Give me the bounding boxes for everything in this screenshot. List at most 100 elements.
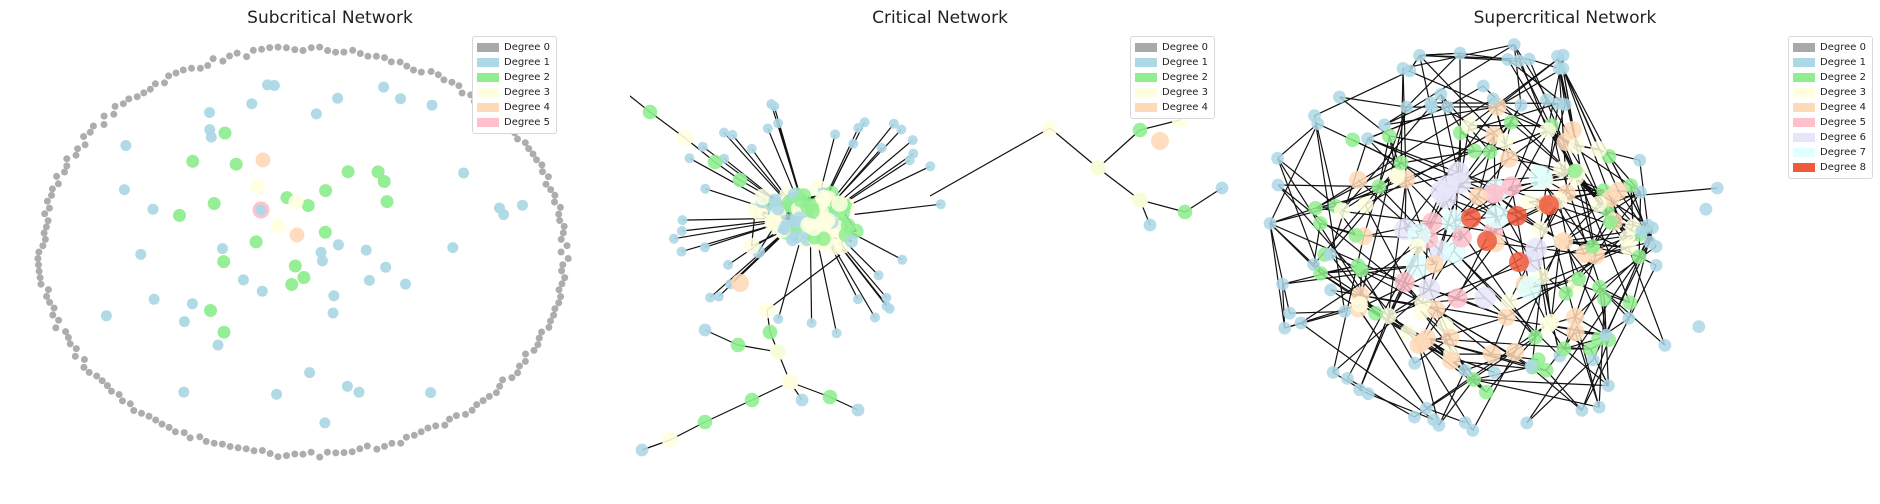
isolated-node bbox=[219, 57, 227, 65]
network-node bbox=[754, 188, 771, 206]
isolated-node bbox=[43, 292, 51, 300]
isolated-node bbox=[44, 217, 52, 225]
isolated-node bbox=[165, 423, 173, 431]
network-edge bbox=[827, 127, 859, 193]
network-node bbox=[217, 243, 228, 255]
legend-swatch bbox=[477, 118, 499, 127]
network-node bbox=[746, 143, 757, 154]
network-node bbox=[1441, 100, 1454, 114]
legend-item: Degree 1 bbox=[1135, 55, 1208, 70]
network-edge bbox=[673, 222, 766, 240]
isolated-node bbox=[410, 66, 417, 74]
legend-item: Degree 3 bbox=[1135, 85, 1208, 100]
network-node bbox=[884, 303, 895, 314]
network-node bbox=[517, 199, 528, 211]
network-node bbox=[1430, 180, 1453, 203]
isolated-node bbox=[52, 324, 60, 332]
isolated-node bbox=[274, 453, 282, 461]
isolated-node bbox=[508, 374, 516, 382]
network-node bbox=[719, 127, 729, 138]
isolated-node bbox=[158, 420, 166, 428]
network-node bbox=[642, 104, 658, 120]
network-node bbox=[1585, 239, 1600, 254]
network-node bbox=[1554, 232, 1574, 251]
isolated-node bbox=[46, 298, 54, 306]
network-node bbox=[1469, 187, 1488, 206]
network-node bbox=[1622, 295, 1638, 311]
network-edge bbox=[854, 203, 941, 215]
network-edge bbox=[1468, 54, 1564, 127]
legend-item: Degree 4 bbox=[477, 100, 550, 115]
legend-label: Degree 4 bbox=[504, 102, 550, 113]
network-node bbox=[178, 316, 190, 328]
network-node bbox=[1590, 140, 1607, 158]
subcritical-legend: Degree 0 Degree 1 Degree 2 Degree 3 Degree 4… bbox=[472, 36, 557, 134]
isolated-node bbox=[397, 439, 405, 447]
network-edge bbox=[1429, 288, 1507, 318]
network-node bbox=[1520, 193, 1538, 211]
isolated-node bbox=[547, 186, 555, 194]
network-node bbox=[1599, 328, 1613, 342]
network-node bbox=[1405, 254, 1430, 278]
isolated-node bbox=[446, 415, 453, 423]
network-node bbox=[249, 235, 263, 249]
network-node bbox=[1278, 321, 1292, 335]
network-node bbox=[1378, 118, 1391, 132]
isolated-node bbox=[530, 346, 538, 354]
isolated-node bbox=[388, 439, 396, 447]
network-node bbox=[668, 233, 679, 244]
network-node bbox=[1326, 366, 1340, 379]
network-node bbox=[1276, 277, 1289, 291]
isolated-node bbox=[119, 397, 126, 405]
network-edge bbox=[828, 143, 854, 193]
network-edge bbox=[1360, 294, 1607, 336]
network-node bbox=[1357, 196, 1374, 214]
network-node bbox=[713, 291, 724, 302]
isolated-node bbox=[266, 44, 274, 52]
network-node bbox=[288, 259, 302, 273]
network-edge bbox=[1367, 138, 1494, 195]
isolated-node bbox=[49, 311, 57, 319]
network-node bbox=[217, 325, 231, 339]
network-node bbox=[698, 323, 712, 337]
isolated-node bbox=[35, 248, 43, 256]
network-node bbox=[1524, 359, 1538, 373]
network-node bbox=[705, 292, 716, 303]
network-edge bbox=[1389, 135, 1476, 152]
isolated-node bbox=[61, 168, 68, 176]
isolated-node bbox=[299, 450, 307, 458]
network-node bbox=[270, 218, 286, 234]
isolated-node bbox=[560, 222, 568, 230]
isolated-node bbox=[381, 442, 388, 450]
network-node bbox=[1345, 132, 1360, 148]
isolated-node bbox=[130, 407, 138, 414]
network-node bbox=[1408, 410, 1421, 424]
isolated-node bbox=[119, 100, 127, 108]
network-edge bbox=[1400, 68, 1404, 164]
legend-label: Degree 3 bbox=[1820, 87, 1866, 98]
network-edge bbox=[767, 128, 795, 193]
network-node bbox=[773, 118, 784, 129]
isolated-node bbox=[188, 64, 195, 72]
network-node bbox=[1388, 167, 1405, 184]
network-node bbox=[1425, 255, 1444, 274]
legend-label: Degree 8 bbox=[1820, 162, 1866, 173]
isolated-node bbox=[402, 433, 410, 441]
panel-title: Supercritical Network bbox=[1473, 8, 1657, 28]
network-node bbox=[1476, 79, 1490, 93]
legend-item: Degree 2 bbox=[477, 70, 550, 85]
network-edge bbox=[809, 245, 813, 324]
network-node bbox=[1313, 266, 1328, 281]
network-node bbox=[764, 215, 781, 232]
network-node bbox=[1432, 418, 1446, 432]
isolated-node bbox=[180, 429, 188, 437]
network-node bbox=[1583, 341, 1598, 357]
isolated-node bbox=[473, 401, 481, 409]
isolated-node bbox=[440, 76, 448, 84]
isolated-node bbox=[492, 389, 500, 397]
subcritical-panel: Subcritical Network Degree 0 Degree 1 Degr… bbox=[20, 0, 640, 504]
network-node bbox=[246, 98, 258, 110]
network-node bbox=[935, 199, 946, 210]
network-node bbox=[758, 301, 776, 319]
network-node bbox=[676, 246, 687, 257]
